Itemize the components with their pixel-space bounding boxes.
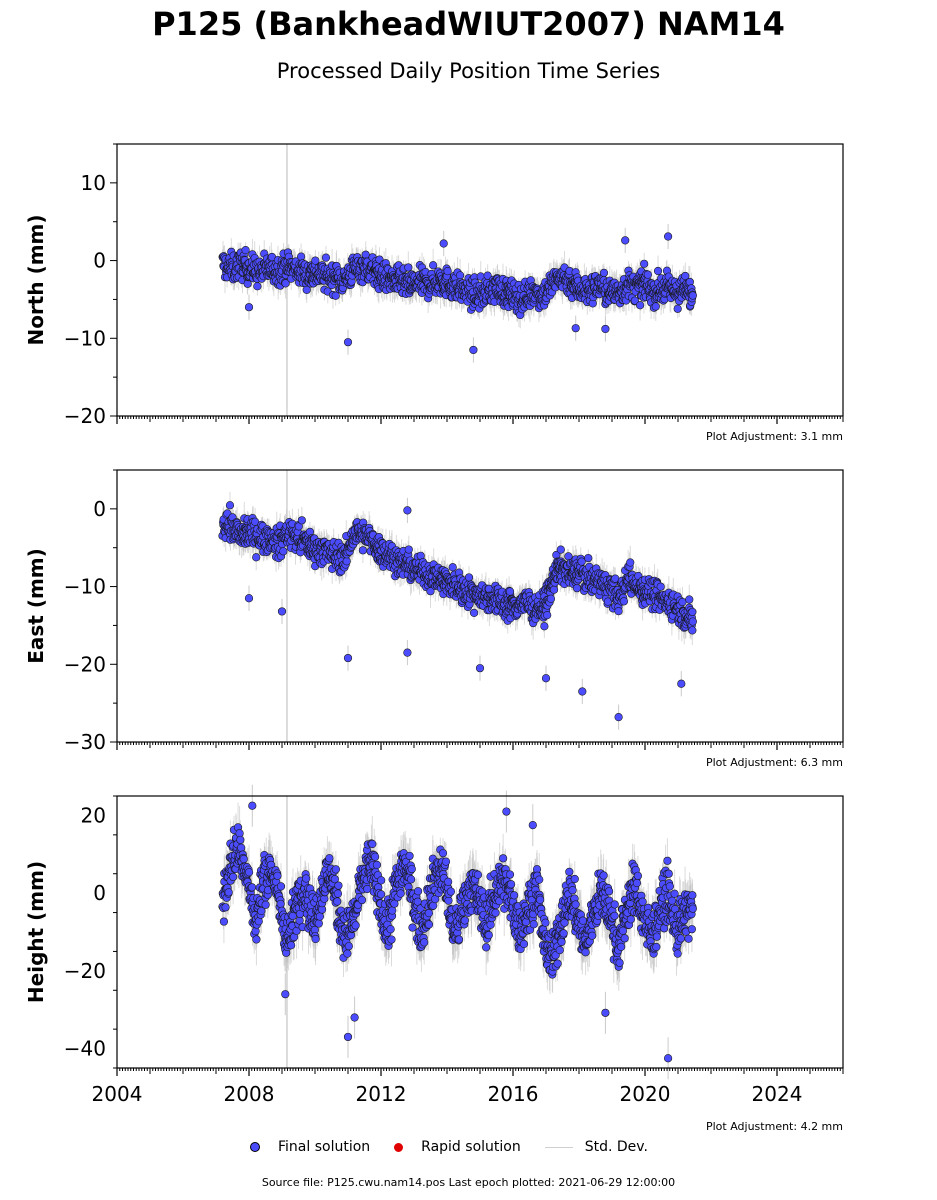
data-point (321, 253, 331, 262)
outlier-point (601, 324, 610, 334)
data-point (429, 261, 438, 270)
data-point (358, 546, 368, 555)
data-point (331, 291, 340, 300)
plot-adjustment-note: Plot Adjustment: 3.1 mm (706, 430, 843, 443)
outlier-point (663, 232, 673, 241)
data-point (252, 553, 261, 562)
y-tick-label: 0 (93, 249, 106, 273)
data-point (448, 563, 457, 572)
data-point (640, 259, 649, 268)
y-tick-label: 10 (81, 171, 106, 195)
data-point (361, 250, 370, 259)
data-point (673, 304, 682, 313)
outlier-point (469, 345, 478, 355)
outlier-point (571, 324, 580, 333)
data-point (643, 270, 652, 279)
data-point (225, 501, 235, 510)
data-point (404, 545, 413, 554)
data-point (443, 267, 452, 276)
outlier-point (439, 239, 448, 248)
data-point (297, 516, 306, 525)
data-point (311, 256, 320, 265)
data-point (296, 252, 306, 261)
outlier-point (343, 338, 353, 347)
data-point (455, 271, 465, 280)
data-point (404, 263, 413, 272)
data-point (302, 285, 311, 294)
data-point (253, 282, 262, 291)
data-point (464, 573, 474, 582)
chart-title: P125 (BankheadWIUT2007) NAM14 (0, 2, 937, 46)
data-point (599, 268, 609, 277)
outlier-point (244, 303, 254, 312)
outlier-point (621, 236, 630, 245)
data-point (241, 246, 250, 255)
data-point (281, 279, 290, 288)
data-point (469, 608, 479, 617)
data-point (635, 301, 645, 310)
data-point (651, 302, 660, 311)
y-tick-label: −10 (64, 326, 106, 350)
data-point (653, 266, 663, 276)
data-point (688, 291, 697, 300)
data-point (279, 547, 288, 556)
y-tick-label: −20 (64, 404, 106, 428)
data-point (342, 557, 351, 566)
y-axis-label: North (mm) (24, 214, 48, 345)
chart-subtitle: Processed Daily Position Time Series (0, 56, 937, 86)
